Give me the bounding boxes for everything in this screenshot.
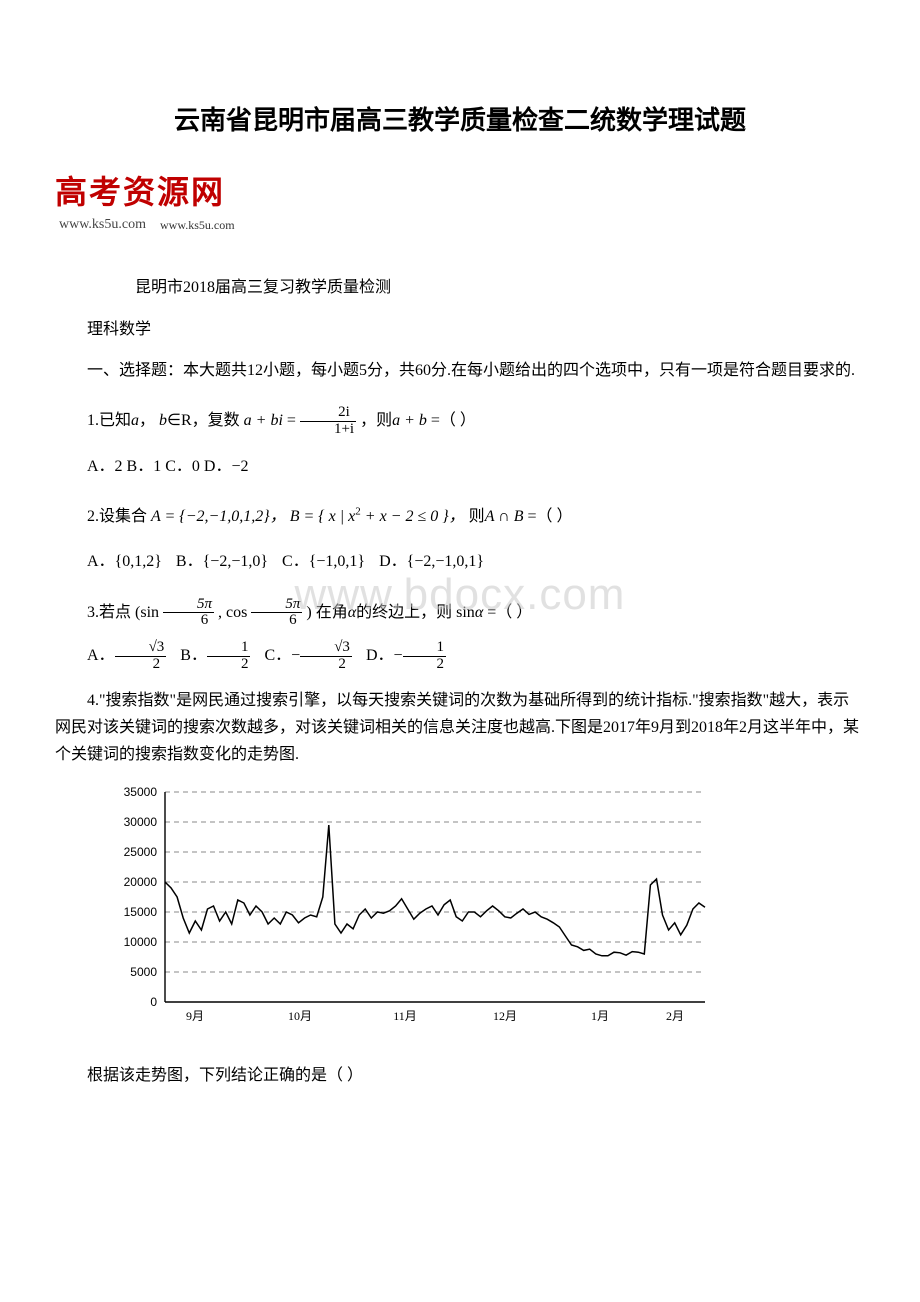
svg-text:10月: 10月 [288,1009,312,1023]
question-4-prompt: 根据该走势图，下列结论正确的是（ ） [55,1061,865,1085]
chart-svg: 0 5000 10000 15000 20000 25000 30000 35000 9月 10月… [105,782,735,1042]
question-3-options: A．√32 B．12 C．−√32 D．−12 [55,640,865,673]
svg-text:0: 0 [150,995,157,1009]
trend-chart: 0 5000 10000 15000 20000 25000 30000 35000 9月 10月… [105,782,865,1047]
question-1: 1.已知a， b∈R，复数 a + bi = 2i1+i ，则a + b =（ … [55,402,865,441]
subject-line: 理科数学 [55,315,865,339]
svg-text:12月: 12月 [493,1009,517,1023]
svg-text:35000: 35000 [124,785,158,799]
question-2: 2.设集合 A = {−2,−1,0,1,2}， B = { x | x2 + … [55,498,865,537]
svg-text:9月: 9月 [186,1009,204,1023]
question-3: 3.若点 (sin 5π6 , cos 5π6 ) 在角α的终边上，则 sinα… [55,594,865,633]
logo-cn-text: 高考资源网 [55,167,225,213]
logo-block: 高考资源网 [55,167,865,213]
svg-text:11月: 11月 [393,1009,417,1023]
exam-subtitle: 昆明市2018届高三复习教学质量检测 [55,273,865,297]
svg-text:20000: 20000 [124,875,158,889]
section-instruction: 一、选择题：本大题共12小题，每小题5分，共60分.在每小题给出的四个选项中，只… [55,357,865,384]
svg-text:30000: 30000 [124,815,158,829]
svg-text:5000: 5000 [130,965,157,979]
svg-text:10000: 10000 [124,935,158,949]
svg-text:15000: 15000 [124,905,158,919]
svg-text:2月: 2月 [666,1009,684,1023]
svg-text:1月: 1月 [591,1009,609,1023]
question-4: 4."搜索指数"是网民通过搜索引擎，以每天搜索关键词的次数为基础所得到的统计指标… [55,687,865,769]
page-title: 云南省昆明市届高三教学质量检查二统数学理试题 [55,100,865,137]
logo-url-2: www.ks5u.com [160,218,235,232]
question-1-options: A．2 B．1 C．0 D．−2 [55,449,865,484]
logo-url: www.ks5u.com [59,217,146,232]
question-2-options: A．{0,1,2} B．{−2,−1,0} C．{−1,0,1} D．{−2,−… [55,544,865,579]
svg-text:25000: 25000 [124,845,158,859]
